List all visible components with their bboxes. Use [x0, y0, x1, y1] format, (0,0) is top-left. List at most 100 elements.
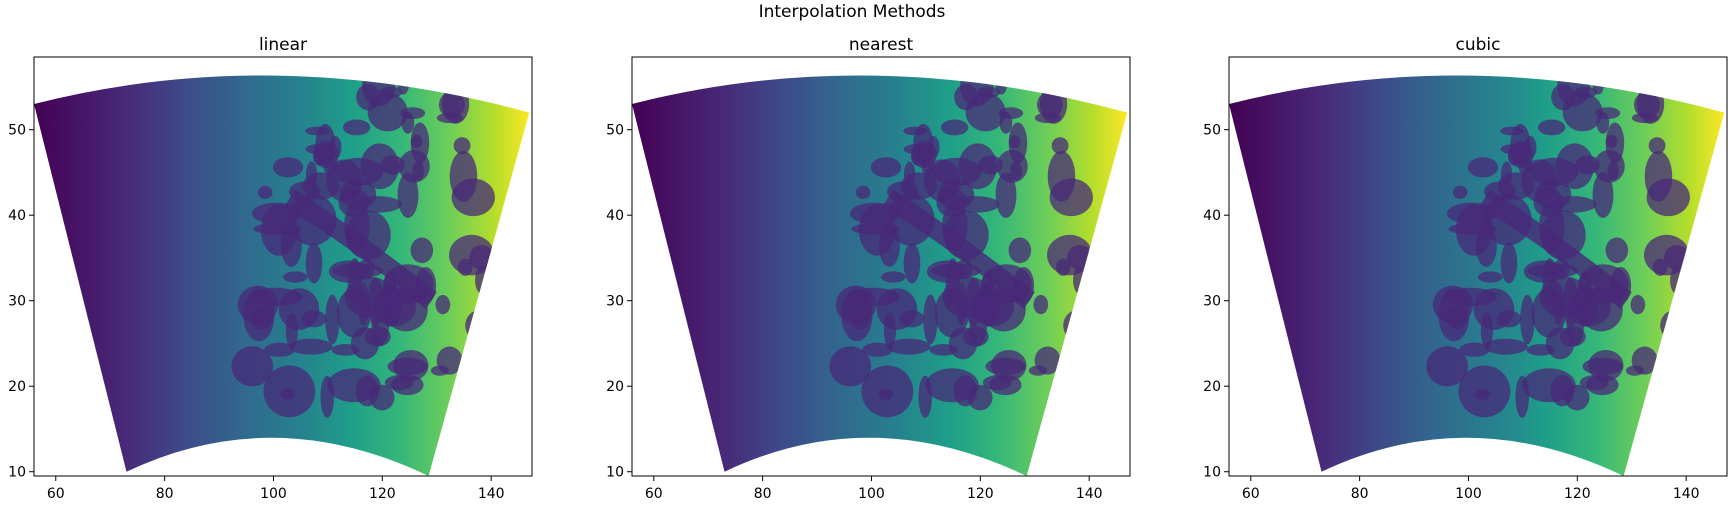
heatmap-feature — [1008, 237, 1032, 264]
heatmap-feature — [1664, 245, 1690, 270]
heatmap-feature — [862, 342, 893, 357]
heatmap-feature — [903, 242, 921, 284]
axes-frame — [1228, 56, 1728, 477]
x-tick-label: 100 — [260, 486, 287, 502]
heatmap-feature — [1660, 309, 1691, 342]
y-tick-label: 50 — [606, 123, 624, 139]
heatmap-feature — [231, 346, 274, 387]
heatmap-feature — [1526, 344, 1555, 356]
heatmap-feature — [344, 276, 394, 318]
y-tick-label: 10 — [1203, 465, 1221, 481]
x-tick-label: 140 — [1673, 486, 1700, 502]
heatmap-feature — [331, 344, 360, 356]
y-tick-label: 40 — [8, 208, 26, 224]
panel-nearest: nearest 60 80 100 120 140 10 20 30 40 50 — [606, 35, 1131, 502]
heatmap-feature — [1033, 295, 1049, 315]
heatmap-feature — [1539, 276, 1589, 318]
heatmap-feature — [1426, 346, 1469, 387]
heatmap-feature — [441, 84, 470, 124]
heatmap-feature — [1039, 84, 1068, 124]
heatmap-feature — [942, 276, 992, 318]
heatmap-feature — [1592, 172, 1614, 218]
heatmap-features — [1426, 75, 1691, 418]
x-tick-label: 120 — [967, 486, 994, 502]
heatmap-feature — [1034, 346, 1061, 375]
heatmap-feature — [1518, 156, 1533, 177]
heatmap-feature — [878, 388, 893, 400]
y-tick-label: 50 — [8, 123, 26, 139]
heatmap-feature — [940, 119, 969, 136]
heatmap-feature — [1631, 346, 1658, 375]
heatmap-feature — [1551, 84, 1575, 111]
axes-frame — [33, 56, 533, 477]
heatmap-feature — [899, 310, 925, 328]
heatmap-feature — [465, 309, 496, 342]
heatmap-feature — [870, 157, 902, 178]
heatmap-feature — [1063, 309, 1094, 342]
panel-cubic: cubic 60 80 100 120 140 10 20 30 40 50 — [1203, 35, 1728, 502]
heatmap-feature — [1067, 245, 1093, 270]
y-tick-label: 20 — [8, 379, 26, 395]
heatmap-feature — [342, 119, 371, 136]
panels: linear 60 80 100 120 140 10 20 30 40 50 nearest 60 80… — [8, 35, 1728, 502]
heatmap-feature — [1477, 271, 1503, 283]
heatmap-feature — [927, 135, 940, 159]
heatmap-feature — [1593, 149, 1625, 183]
heatmap-feature — [929, 344, 958, 356]
heatmap-feature — [397, 75, 410, 95]
heatmap-feature — [354, 196, 402, 213]
heatmap-feature — [301, 310, 327, 328]
heatmap-feature — [1480, 312, 1493, 349]
heatmap-feature — [962, 326, 989, 347]
y-tick-label: 30 — [8, 294, 26, 310]
heatmap-feature — [1522, 368, 1576, 403]
heatmap-feature — [360, 143, 400, 190]
panel-title: cubic — [1456, 35, 1501, 55]
heatmap-feature — [1605, 237, 1629, 264]
heatmap-feature — [329, 135, 342, 159]
y-tick-label: 10 — [8, 465, 26, 481]
panel-linear: linear 60 80 100 120 140 10 20 30 40 50 — [8, 35, 533, 502]
heatmap-feature — [829, 346, 872, 387]
heatmap-feature — [1475, 388, 1490, 400]
heatmap-feature — [1549, 196, 1597, 213]
x-tick-label: 120 — [1564, 486, 1591, 502]
heatmap-feature — [1648, 137, 1666, 155]
x-tick-label: 80 — [156, 486, 174, 502]
heatmap-feature — [921, 156, 936, 177]
heatmap-feature — [887, 338, 931, 355]
heatmap-feature — [1636, 84, 1665, 124]
heatmap-feature — [918, 375, 932, 418]
heatmap-feature — [1484, 338, 1528, 355]
x-tick-label: 60 — [645, 486, 663, 502]
heatmap-feature — [364, 326, 391, 347]
heatmap-feature — [858, 204, 896, 256]
heatmap-feature — [930, 263, 982, 279]
heatmap-feature — [257, 185, 273, 199]
heatmap-feature — [397, 172, 419, 218]
heatmap-feature — [289, 338, 333, 355]
heatmap-feature — [1582, 357, 1623, 376]
x-tick-label: 80 — [754, 486, 772, 502]
heatmap-feature — [264, 342, 295, 357]
y-tick-label: 40 — [1203, 208, 1221, 224]
heatmap-feature — [327, 368, 381, 403]
heatmap-feature — [449, 150, 478, 202]
heatmap-feature — [952, 196, 1000, 213]
heatmap-features — [829, 75, 1094, 418]
heatmap-features — [231, 75, 496, 418]
heatmap-band — [882, 189, 1035, 310]
x-tick-label: 60 — [47, 486, 65, 502]
heatmap-feature — [923, 294, 938, 345]
y-tick-label: 20 — [606, 379, 624, 395]
heatmap-feature — [1592, 75, 1605, 95]
heatmap-feature — [954, 84, 978, 111]
heatmap-feature — [841, 288, 873, 342]
heatmap-feature — [305, 126, 329, 136]
heatmap-feature — [958, 143, 998, 190]
heatmap-band — [284, 189, 437, 310]
x-tick-label: 60 — [1242, 486, 1260, 502]
heatmap-feature — [985, 357, 1026, 376]
heatmap-feature — [1520, 294, 1535, 345]
heatmap-feature — [1455, 204, 1493, 256]
